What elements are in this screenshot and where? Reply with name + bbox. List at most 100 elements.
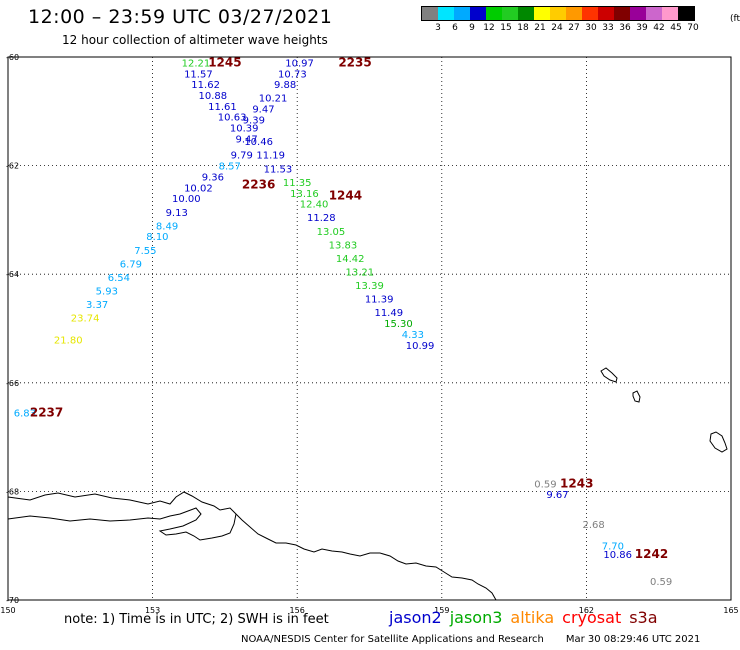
swh-value: 11.53 bbox=[264, 164, 293, 175]
swh-value: 9.47 bbox=[235, 134, 257, 145]
color-scale-label: 33 bbox=[602, 23, 614, 33]
swh-value: 12.21 bbox=[182, 58, 211, 69]
swh-value: 13.16 bbox=[290, 189, 319, 200]
coastline bbox=[7, 491, 497, 601]
color-scale-label: 30 bbox=[585, 23, 597, 33]
swh-value: 8.57 bbox=[219, 162, 241, 173]
color-scale-swatch bbox=[614, 7, 630, 20]
color-scale-label: 21 bbox=[534, 23, 546, 33]
swh-value: 11.28 bbox=[307, 213, 336, 224]
map-frame bbox=[7, 56, 732, 601]
swh-value: 10.86 bbox=[603, 550, 632, 561]
legend-item-jason3: jason3 bbox=[449, 608, 503, 627]
lat-tick-label: -66 bbox=[6, 379, 19, 388]
color-scale-labels: 3 6 9 12 15 18 21 24 27 30 33 36 39 42 45 70 bbox=[421, 21, 699, 35]
credit-timestamp: Mar 30 08:29:46 UTC 2021 bbox=[565, 634, 701, 645]
color-scale-label: 3 bbox=[435, 23, 441, 33]
island-outline bbox=[600, 367, 618, 383]
pass-time-label: 2235 bbox=[338, 55, 371, 69]
color-scale-boxes bbox=[421, 6, 695, 21]
pass-time-label: 1244 bbox=[329, 188, 362, 202]
lon-tick-label: 165 bbox=[723, 606, 738, 615]
swh-value: 10.39 bbox=[230, 124, 259, 135]
satellite-legend: jason2 jason3 altika cryosat s3a bbox=[389, 608, 666, 627]
color-scale-swatch bbox=[566, 7, 582, 20]
chart-subtitle: 12 hour collection of altimeter wave hei… bbox=[62, 33, 328, 47]
swh-value: 0.59 bbox=[650, 577, 672, 588]
color-scale-swatch bbox=[534, 7, 550, 20]
color-scale-label: 36 bbox=[619, 23, 631, 33]
swh-value: 9.47 bbox=[252, 105, 274, 116]
color-scale-swatch bbox=[550, 7, 566, 20]
lat-tick-label: -64 bbox=[6, 270, 19, 279]
swh-value: 11.57 bbox=[184, 69, 213, 80]
swh-value: 6.54 bbox=[108, 273, 130, 284]
pass-time-label: 1243 bbox=[560, 476, 593, 490]
color-scale-swatch bbox=[454, 7, 470, 20]
swh-value: 0.59 bbox=[534, 479, 556, 490]
color-scale-swatch bbox=[518, 7, 534, 20]
swh-value: 15.30 bbox=[384, 319, 413, 330]
swh-value: 9.67 bbox=[546, 490, 568, 501]
lon-tick-label: 153 bbox=[145, 606, 160, 615]
color-scale-swatch bbox=[678, 7, 694, 20]
swh-value: 13.05 bbox=[317, 227, 346, 238]
swh-value: 10.21 bbox=[259, 94, 288, 105]
swh-value: 4.33 bbox=[402, 330, 424, 341]
legend-item-altika: altika bbox=[510, 608, 555, 627]
swh-value: 11.62 bbox=[191, 80, 220, 91]
color-scale-label: 45 bbox=[670, 23, 682, 33]
island-outline bbox=[709, 431, 728, 453]
swh-value: 6.83 bbox=[14, 409, 36, 420]
color-scale-label: 18 bbox=[517, 23, 529, 33]
color-scale-label: 70 bbox=[687, 23, 699, 33]
swh-value: 21.80 bbox=[54, 335, 83, 346]
color-scale-swatch bbox=[502, 7, 518, 20]
swh-value: 2.68 bbox=[582, 520, 604, 531]
color-scale-swatch bbox=[486, 7, 502, 20]
color-scale-swatch bbox=[422, 7, 438, 20]
footnote: note: 1) Time is in UTC; 2) SWH is in fe… bbox=[64, 612, 329, 627]
color-scale-swatch bbox=[646, 7, 662, 20]
swh-value: 10.73 bbox=[278, 69, 307, 80]
color-scale-unit: (ft) bbox=[730, 14, 740, 24]
credit-line: NOAA/NESDIS Center for Satellite Applica… bbox=[241, 634, 700, 645]
color-scale-label: 9 bbox=[469, 23, 475, 33]
swh-value: 11.39 bbox=[365, 295, 394, 306]
swh-value: 10.88 bbox=[199, 91, 228, 102]
swh-value: 14.42 bbox=[336, 254, 365, 265]
swh-value: 7.70 bbox=[602, 542, 624, 553]
swh-value: 6.79 bbox=[120, 259, 142, 270]
pass-time-label: 2237 bbox=[30, 406, 63, 420]
chart-title: 12:00 – 23:59 UTC 03/27/2021 bbox=[28, 6, 333, 28]
swh-value: 12.40 bbox=[300, 200, 329, 211]
island-outline bbox=[632, 390, 641, 403]
color-scale-swatch bbox=[598, 7, 614, 20]
legend-item-cryosat: cryosat bbox=[562, 608, 622, 627]
lon-tick-label: 156 bbox=[290, 606, 305, 615]
swh-value: 7.55 bbox=[134, 246, 156, 257]
swh-value: 10.63 bbox=[218, 113, 247, 124]
color-scale-swatch bbox=[438, 7, 454, 20]
swh-value: 3.37 bbox=[86, 300, 108, 311]
color-scale-swatch bbox=[662, 7, 678, 20]
swh-value: 13.39 bbox=[355, 281, 384, 292]
swh-value: 10.00 bbox=[172, 194, 201, 205]
lat-tick-label: -68 bbox=[6, 487, 19, 496]
color-scale-label: 27 bbox=[568, 23, 580, 33]
swh-value: 10.46 bbox=[244, 137, 273, 148]
lat-tick-label: -60 bbox=[6, 53, 19, 62]
swh-value: 13.83 bbox=[329, 240, 358, 251]
swh-value: 9.13 bbox=[166, 208, 188, 219]
pass-time-label: 1242 bbox=[635, 547, 668, 561]
swh-value: 13.21 bbox=[346, 267, 375, 278]
color-scale-swatch bbox=[630, 7, 646, 20]
swh-value: 8.49 bbox=[156, 221, 178, 232]
color-scale-label: 15 bbox=[500, 23, 512, 33]
credit-org: NOAA/NESDIS Center for Satellite Applica… bbox=[241, 634, 544, 645]
legend-item-s3a: s3a bbox=[629, 608, 658, 627]
swh-value: 11.19 bbox=[256, 151, 285, 162]
swh-value: 23.74 bbox=[71, 314, 100, 325]
legend-item-jason2: jason2 bbox=[389, 608, 442, 627]
swh-value: 11.35 bbox=[283, 178, 312, 189]
